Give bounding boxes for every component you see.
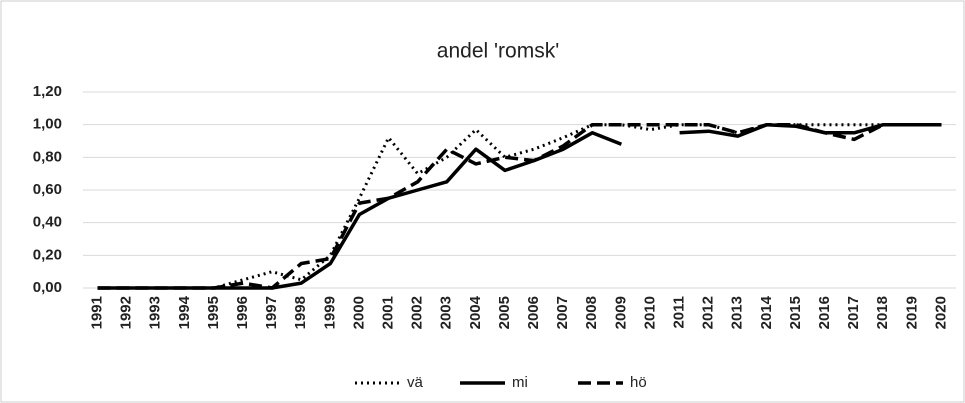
x-tick-label: 2019 — [903, 296, 920, 329]
x-tick-label: 2002 — [409, 296, 426, 329]
x-tick-label: 2014 — [758, 295, 775, 329]
x-tick-label: 1993 — [147, 296, 164, 329]
x-tick-label: 1992 — [118, 296, 135, 329]
y-tick-label: 0,60 — [33, 181, 62, 198]
series-line — [97, 122, 942, 290]
x-tick-label: 1998 — [292, 296, 309, 329]
legend-label: hö — [630, 374, 647, 391]
x-tick-label: 1996 — [234, 296, 251, 329]
y-tick-label: 0,40 — [33, 214, 62, 231]
y-tick-label: 0,80 — [33, 148, 62, 165]
x-tick-label: 2016 — [816, 296, 833, 329]
chart-title: andel 'romsk' — [437, 40, 559, 63]
x-tick-label: 2003 — [438, 296, 455, 329]
y-tick-label: 1,00 — [33, 116, 62, 133]
legend-label: vä — [407, 374, 424, 391]
x-tick-label: 2015 — [787, 296, 804, 329]
y-tick-label: 0,20 — [33, 246, 62, 263]
x-tick-label: 2001 — [380, 296, 397, 329]
x-tick-label: 2020 — [932, 296, 949, 329]
legend-label: mi — [512, 374, 528, 391]
x-tick-label: 2018 — [874, 296, 891, 329]
x-tick-label: 2008 — [583, 296, 600, 329]
x-tick-label: 2004 — [467, 295, 484, 329]
x-tick-label: 2000 — [350, 296, 367, 329]
x-tick-label: 2007 — [554, 296, 571, 329]
x-tick-label: 2005 — [496, 296, 513, 329]
x-tick-label: 2009 — [612, 296, 629, 329]
x-tick-label: 2017 — [845, 296, 862, 329]
x-tick-label: 2012 — [700, 296, 717, 329]
y-tick-label: 1,20 — [33, 83, 62, 100]
x-tick-label: 1994 — [176, 295, 193, 329]
x-tick-label: 2006 — [525, 296, 542, 329]
x-tick-label: 2013 — [729, 296, 746, 329]
x-tick-label: 1991 — [89, 296, 106, 329]
x-tick-label: 2010 — [641, 296, 658, 329]
x-tick-label: 1997 — [263, 296, 280, 329]
y-tick-label: 0,00 — [33, 279, 62, 296]
x-tick-label: 2011 — [671, 296, 688, 329]
x-tick-label: 1995 — [205, 296, 222, 329]
x-tick-label: 1999 — [321, 296, 338, 329]
